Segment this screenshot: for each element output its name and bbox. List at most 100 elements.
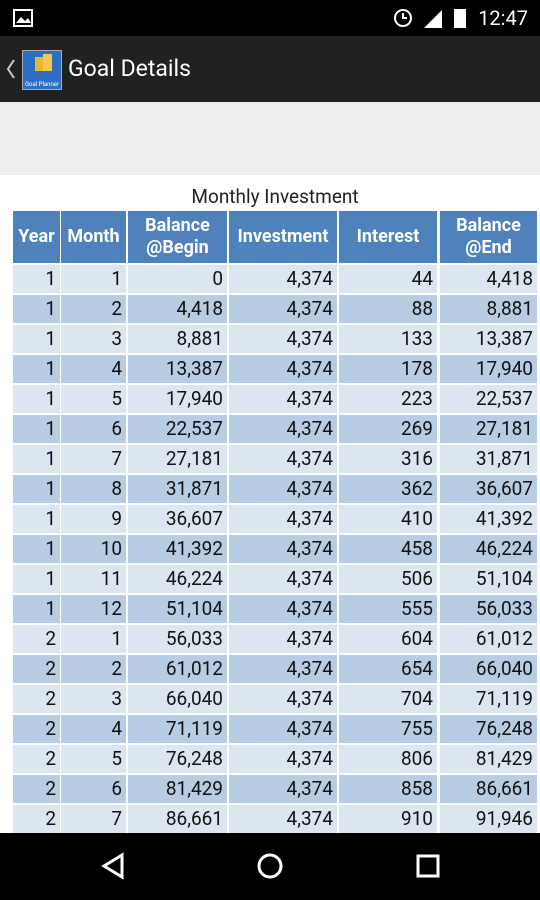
table-cell: 51,104	[128, 595, 227, 623]
table-cell: 4,374	[229, 715, 337, 743]
table-cell: 66,040	[440, 655, 537, 683]
table-cell: 910	[339, 805, 437, 833]
table-cell: 4,374	[229, 535, 337, 563]
table-cell: 1	[13, 415, 60, 443]
table-cell: 36,607	[128, 505, 227, 533]
table-cell: 61,012	[440, 625, 537, 653]
table-cell: 27,181	[128, 445, 227, 473]
table-cell: 31,871	[128, 475, 227, 503]
table-cell: 858	[339, 775, 437, 803]
table-cell: 1	[13, 595, 60, 623]
back-button[interactable]	[101, 852, 124, 880]
table-cell: 46,224	[128, 565, 227, 593]
column-header: Balance @Begin	[128, 211, 227, 263]
table-cell: 1	[13, 445, 60, 473]
table-cell: 4,418	[128, 295, 227, 323]
table-cell: 41,392	[128, 535, 227, 563]
table-cell: 46,224	[440, 535, 537, 563]
app-icon[interactable]: Goal Planner	[22, 50, 62, 90]
table-cell: 4,418	[440, 265, 537, 293]
status-icons	[13, 9, 466, 28]
table-cell: 2	[13, 775, 60, 803]
recents-button[interactable]	[416, 854, 440, 878]
table-cell: 1	[13, 265, 60, 293]
table-cell: 4	[61, 715, 126, 743]
column-header: Year	[13, 211, 60, 263]
table-cell: 555	[339, 595, 437, 623]
table-cell: 7	[61, 805, 126, 833]
nav-icons	[101, 852, 440, 880]
table-cell: 91,946	[440, 805, 537, 833]
table-cell: 4,374	[229, 445, 337, 473]
table-cell: 1	[13, 355, 60, 383]
column-header: Investment	[229, 211, 337, 263]
table-cell: 4,374	[229, 505, 337, 533]
table-cell: 86,661	[128, 805, 227, 833]
table-cell: 4,374	[229, 625, 337, 653]
table: Year Month Balance @Begin Investment Interes…	[0, 211, 540, 833]
table-cell: 4,374	[229, 655, 337, 683]
table-cell: 81,429	[440, 745, 537, 773]
table-cell: 13,387	[128, 355, 227, 383]
table-cell: 76,248	[128, 745, 227, 773]
table-cell: 4,374	[229, 415, 337, 443]
table-cell: 2	[13, 685, 60, 713]
table-cell: 604	[339, 625, 437, 653]
table-cell: 7	[61, 445, 126, 473]
table-cell: 51,104	[440, 565, 537, 593]
table-cell: 17,940	[128, 385, 227, 413]
table-cell: 86,661	[440, 775, 537, 803]
table-cell: 1	[13, 535, 60, 563]
table-cell: 269	[339, 415, 437, 443]
table-cell: 1	[13, 385, 60, 413]
table-cell: 61,012	[128, 655, 227, 683]
table-cell: 806	[339, 745, 437, 773]
table-cell: 2	[13, 715, 60, 743]
table-cell: 17,940	[440, 355, 537, 383]
table-cell: 5	[61, 745, 126, 773]
table-cell: 2	[13, 625, 60, 653]
table-cell: 44	[339, 265, 437, 293]
table-cell: 2	[13, 745, 60, 773]
table-cell: 27,181	[440, 415, 537, 443]
table-cell: 4,374	[229, 565, 337, 593]
table-cell: 1	[13, 565, 60, 593]
table-cell: 458	[339, 535, 437, 563]
status-bar: 12:47	[0, 0, 540, 36]
column-header: Balance @End	[440, 211, 537, 263]
table-cell: 81,429	[128, 775, 227, 803]
app-icon-label: Goal Planner	[24, 81, 60, 88]
table-cell: 4,374	[229, 775, 337, 803]
table-cell: 654	[339, 655, 437, 683]
table-cell: 506	[339, 565, 437, 593]
table-cell: 36,607	[440, 475, 537, 503]
table-cell: 1	[13, 295, 60, 323]
table-cell: 4,374	[229, 685, 337, 713]
table-cell: 4,374	[229, 745, 337, 773]
table-cell: 4,374	[229, 805, 337, 833]
table-cell: 2	[13, 805, 60, 833]
table-cell: 2	[61, 295, 126, 323]
table-title: Monthly Investment	[191, 185, 359, 208]
table-cell: 704	[339, 685, 437, 713]
app-title: Goal Details	[68, 55, 191, 82]
table-cell: 56,033	[440, 595, 537, 623]
table-cell: 22,537	[440, 385, 537, 413]
table-cell: 10	[61, 535, 126, 563]
table-cell: 56,033	[128, 625, 227, 653]
back-arrow[interactable]	[2, 36, 22, 102]
column-header: Month	[61, 211, 126, 263]
table-cell: 4,374	[229, 325, 337, 353]
table-cell: 4,374	[229, 295, 337, 323]
table-cell: 4,374	[229, 475, 337, 503]
table-cell: 410	[339, 505, 437, 533]
column-header: Interest	[339, 211, 437, 263]
table-cell: 1	[13, 325, 60, 353]
table-cell: 31,871	[440, 445, 537, 473]
clock: 12:47	[478, 6, 528, 30]
home-button[interactable]	[257, 853, 283, 879]
table-cell: 66,040	[128, 685, 227, 713]
table-cell: 5	[61, 385, 126, 413]
table-cell: 11	[61, 565, 126, 593]
table-cell: 223	[339, 385, 437, 413]
